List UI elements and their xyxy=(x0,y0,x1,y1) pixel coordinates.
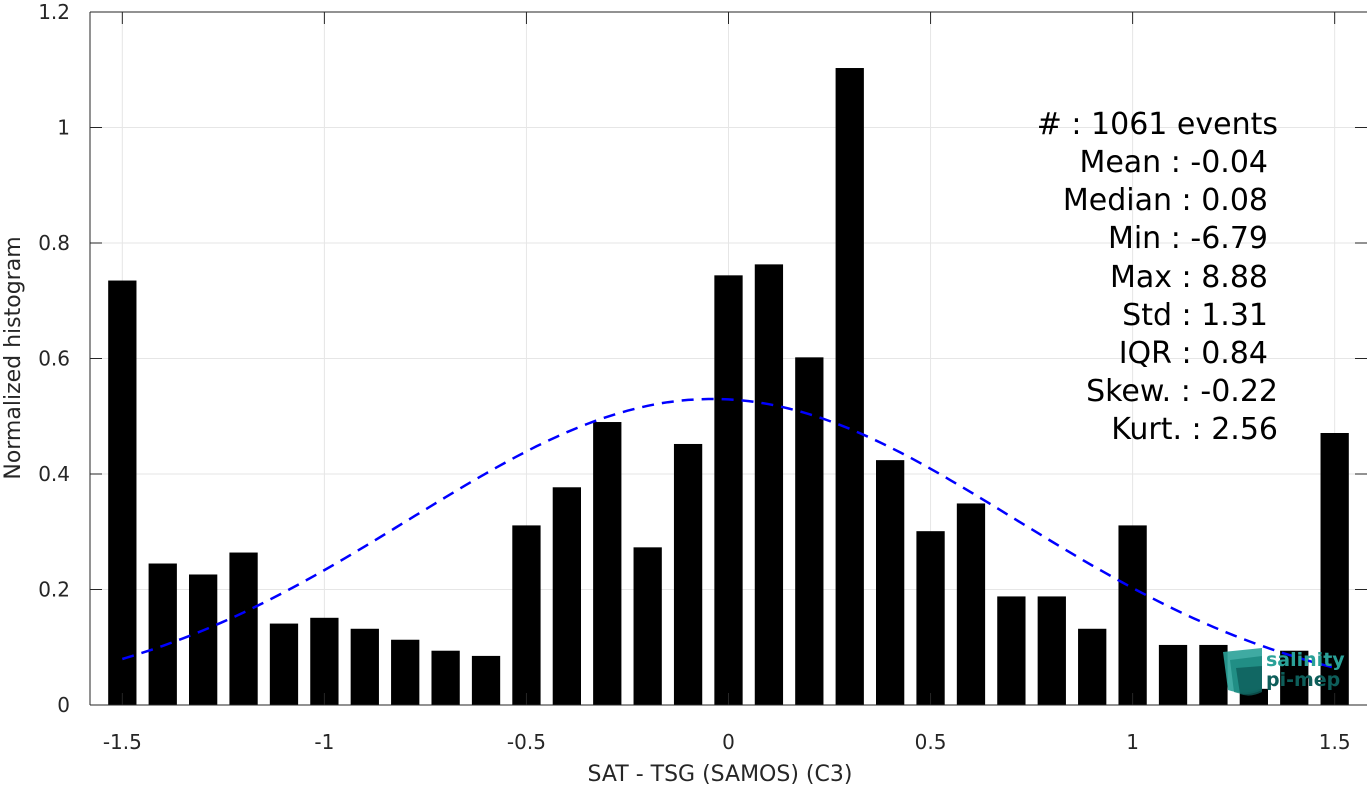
x-tick-labels: -1.5 -1 -0.5 0 0.5 1 1.5 xyxy=(103,730,1351,754)
histogram-bar xyxy=(1158,644,1188,705)
histogram-bar xyxy=(189,574,218,705)
y-tick-label: 1.2 xyxy=(38,0,70,24)
histogram-bar xyxy=(229,552,258,705)
histogram-bar xyxy=(835,68,864,705)
stat-min: Min : -6.79 xyxy=(1108,221,1268,256)
y-tick-label: 0.8 xyxy=(38,231,70,255)
y-tick-label: 1 xyxy=(57,116,70,140)
histogram-bar xyxy=(552,487,581,705)
stat-std: Std : 1.31 xyxy=(1122,298,1268,333)
stat-count: # : 1061 events xyxy=(1037,107,1278,142)
axes-frame xyxy=(89,11,1367,706)
y-tick-label: 0 xyxy=(57,693,70,717)
histogram-bar xyxy=(148,563,177,705)
histogram-bar xyxy=(431,650,460,705)
histogram-bar xyxy=(997,596,1026,705)
histogram-bar xyxy=(1199,644,1228,705)
logo-line2: pi-mep xyxy=(1266,669,1340,691)
histogram-bar xyxy=(108,280,137,705)
y-tick-labels: 0 0.2 0.4 0.6 0.8 1 1.2 xyxy=(38,0,70,717)
stat-iqr: IQR : 0.84 xyxy=(1119,336,1268,371)
logo-line1: salinity xyxy=(1266,649,1345,671)
histogram-bar xyxy=(391,639,420,705)
histogram-bar xyxy=(1037,596,1066,705)
histogram-bar xyxy=(633,547,662,705)
wave-logo-icon xyxy=(1223,648,1262,696)
normal-fit-curve xyxy=(121,397,1336,670)
stat-mean: Mean : -0.04 xyxy=(1079,145,1268,180)
histogram-bar xyxy=(1118,525,1147,705)
y-axis-label: Normalized histogram xyxy=(1,236,26,479)
stat-kurt: Kurt. : 2.56 xyxy=(1111,412,1278,447)
histogram-bar xyxy=(956,503,986,705)
stats-annotation: # : 1061 events Mean : -0.04 Median : 0.… xyxy=(1037,107,1278,447)
histogram-bar xyxy=(1078,628,1107,705)
x-tick-label: -0.5 xyxy=(507,730,546,754)
stat-max: Max : 8.88 xyxy=(1110,260,1268,295)
salinity-pimep-logo: salinity pi-mep xyxy=(1223,648,1345,696)
histogram-bar xyxy=(593,422,622,705)
x-tick-label: 1.5 xyxy=(1319,730,1351,754)
x-tick-label: -1.5 xyxy=(103,730,142,754)
histogram-bar xyxy=(714,275,743,705)
histogram-bar xyxy=(795,357,824,705)
histogram-bar xyxy=(310,617,339,705)
histogram-bar xyxy=(916,531,945,705)
histogram-bar xyxy=(876,460,905,705)
stat-median: Median : 0.08 xyxy=(1063,183,1268,218)
histogram-bar xyxy=(1320,432,1349,705)
histogram-bar xyxy=(350,628,379,705)
y-tick-label: 0.4 xyxy=(38,462,70,486)
x-tick-label: 0 xyxy=(722,730,735,754)
x-axis-label: SAT - TSG (SAMOS) (C3) xyxy=(588,762,853,785)
histogram-bar xyxy=(512,525,541,705)
histogram-bar xyxy=(269,623,299,705)
bar-series xyxy=(108,68,1349,705)
histogram-bar xyxy=(754,264,784,705)
x-tick-label: 1 xyxy=(1126,730,1139,754)
x-tick-label: -1 xyxy=(314,730,334,754)
y-tick-label: 0.2 xyxy=(38,578,70,602)
histogram-bar xyxy=(471,655,501,705)
y-tick-label: 0.6 xyxy=(38,347,70,371)
histogram-bar xyxy=(673,443,703,705)
x-tick-label: 0.5 xyxy=(915,730,947,754)
stat-skew: Skew. : -0.22 xyxy=(1086,374,1278,409)
